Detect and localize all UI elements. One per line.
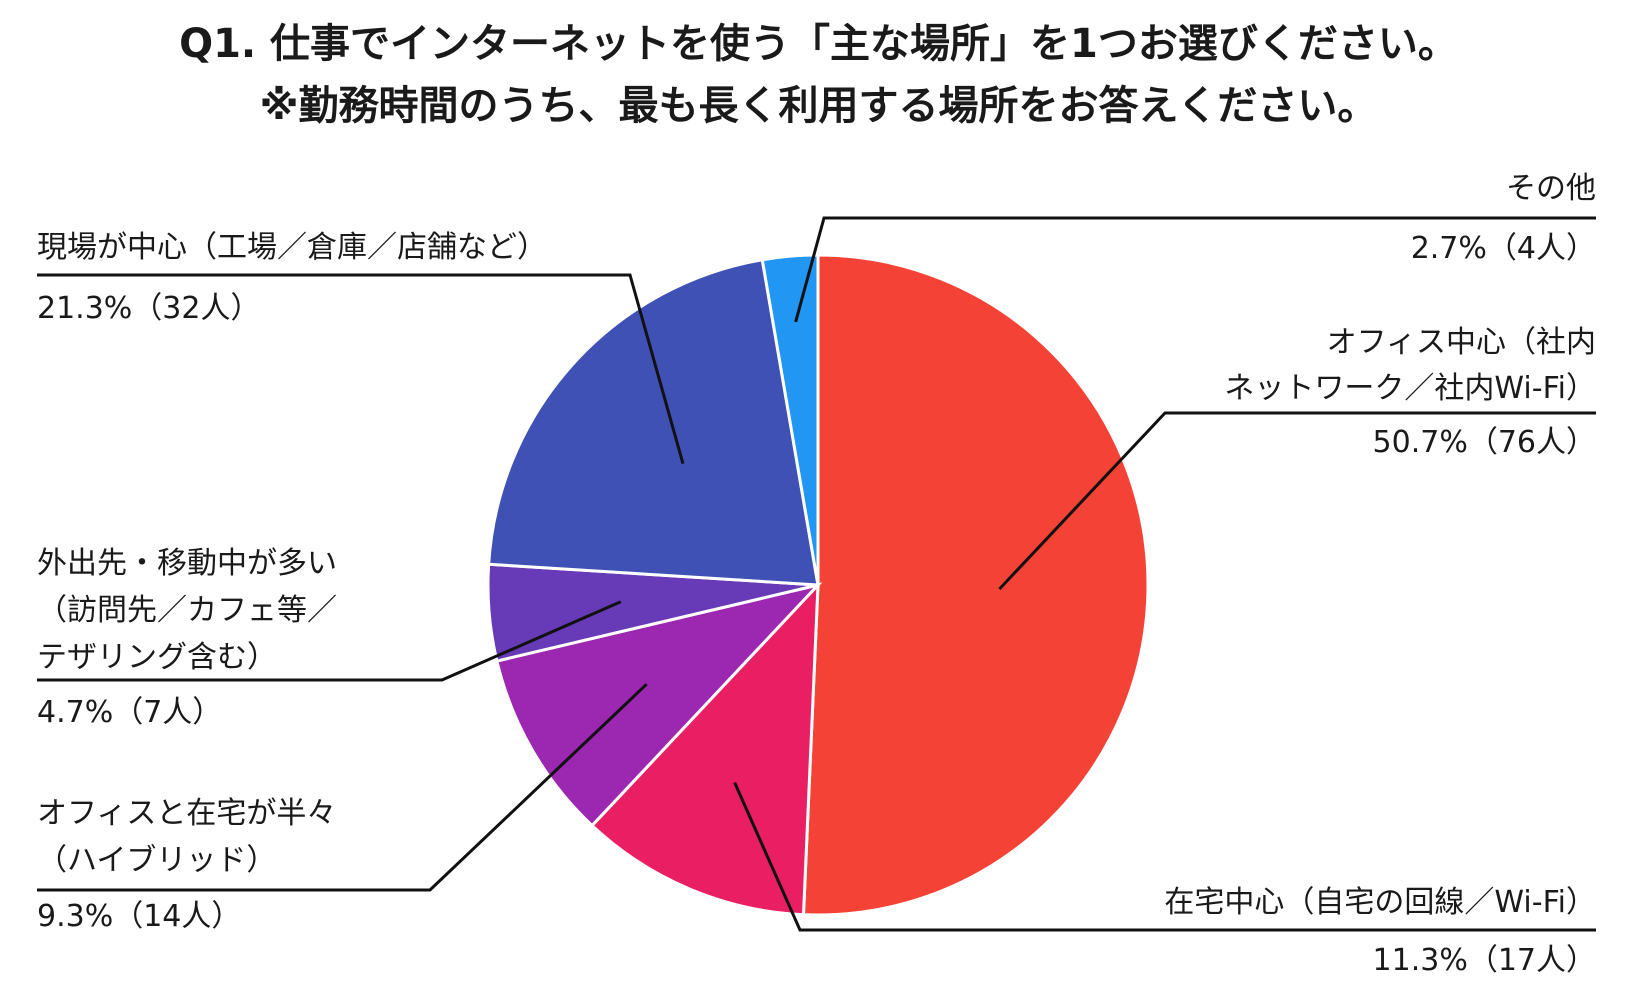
leader-line bbox=[733, 782, 1596, 932]
leader-lines bbox=[37, 216, 1596, 932]
slice-category-label: （ハイブリッド） bbox=[37, 843, 276, 878]
slice-category-label: テザリング含む） bbox=[37, 640, 277, 675]
slice-value-label: 21.3%（32人） bbox=[37, 291, 260, 326]
leader-line bbox=[794, 216, 1596, 323]
leader-line bbox=[37, 273, 685, 465]
slice-category-label: 在宅中心（自宅の回線／Wi-Fi） bbox=[1164, 885, 1596, 920]
slice-category-label: 外出先・移動中が多い bbox=[37, 546, 337, 581]
slice-category-label: 現場が中心（工場／倉庫／店舗など） bbox=[37, 230, 547, 265]
pie-slice bbox=[760, 253, 820, 586]
slice-value-label: 11.3%（17人） bbox=[1373, 943, 1596, 978]
leader-line bbox=[998, 411, 1596, 591]
slice-category-label: オフィスと在宅が半々 bbox=[37, 796, 336, 831]
pie-slice bbox=[589, 581, 820, 917]
slice-category-label: ネットワーク／社内Wi-Fi） bbox=[1224, 371, 1596, 406]
slice-value-label: 4.7%（7人） bbox=[37, 695, 222, 730]
pie-slice bbox=[801, 253, 1150, 917]
slice-category-label: その他 bbox=[1506, 171, 1596, 206]
chart-title-line1: Q1. 仕事でインターネットを使う「主な場所」を1つお選びください。 bbox=[179, 21, 1458, 67]
leader-line bbox=[37, 600, 622, 682]
slice-value-label: 9.3%（14人） bbox=[37, 899, 241, 934]
pie-slice bbox=[487, 258, 820, 587]
pie-slice bbox=[495, 582, 823, 828]
leader-line bbox=[37, 683, 648, 892]
chart-title-line2: ※勤務時間のうち、最も長く利用する場所をお答えください。 bbox=[259, 83, 1378, 129]
slice-value-label: 2.7%（4人） bbox=[1411, 231, 1596, 266]
pie-slices bbox=[486, 253, 1150, 917]
slice-category-label: オフィス中心（社内 bbox=[1327, 325, 1596, 360]
slice-category-label: （訪問先／カフェ等／ bbox=[37, 593, 337, 628]
slice-value-label: 50.7%（76人） bbox=[1373, 425, 1596, 460]
